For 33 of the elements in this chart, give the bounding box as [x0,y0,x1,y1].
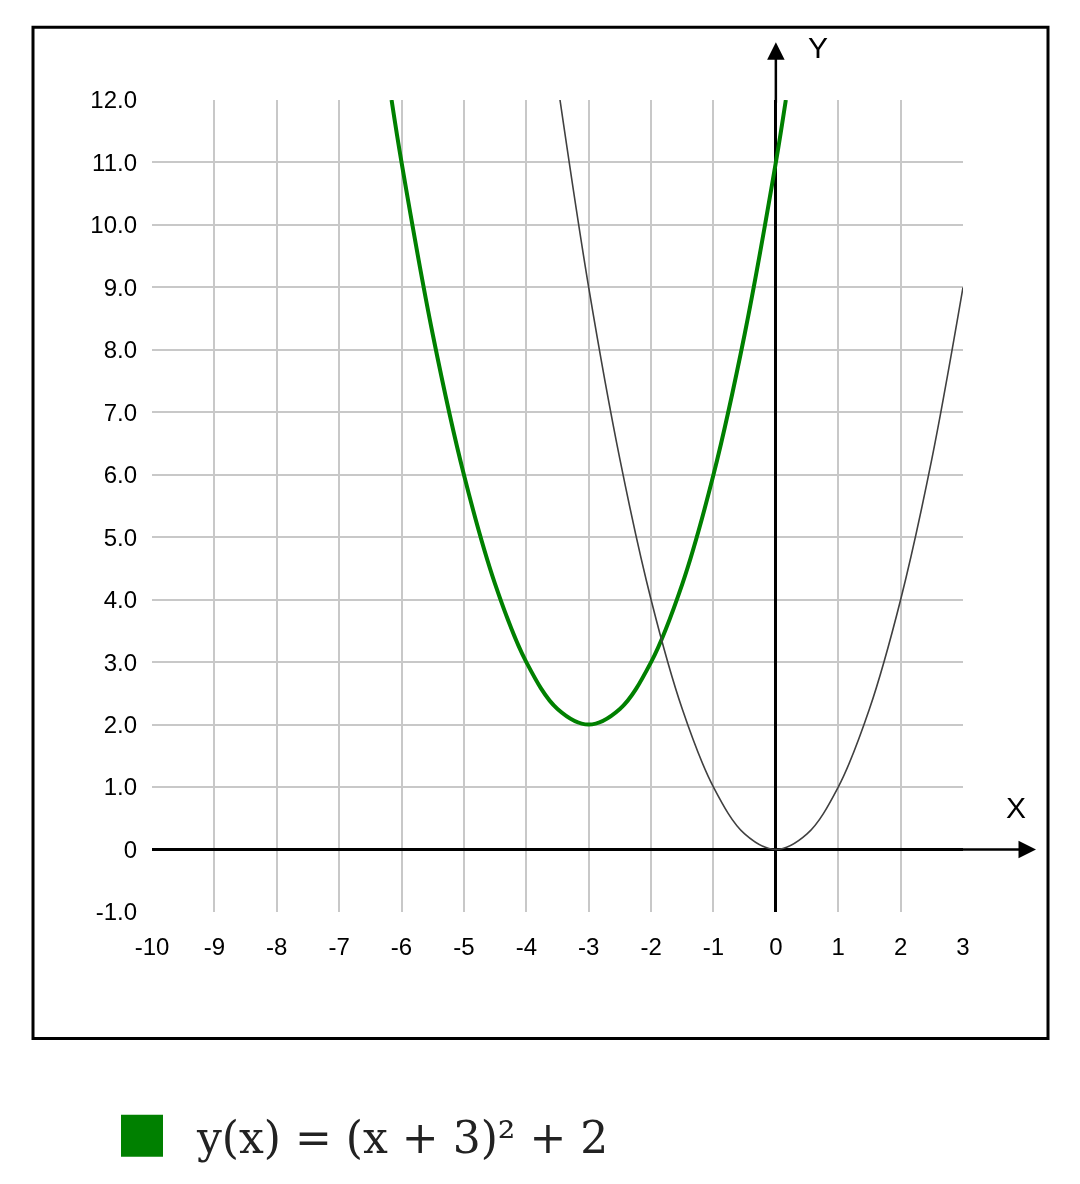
y-tick-label: 9.0 [103,273,137,301]
legend-label: y(x) = (x + 3)² + 2 [196,1111,609,1163]
y-tick-label: 3.0 [103,648,137,676]
y-tick-label: 0 [123,835,137,863]
x-tick-label: 2 [893,933,908,960]
y-axis-title: Y [808,31,829,64]
y-tick-label: 10.0 [90,211,137,239]
x-tick-label: -9 [203,933,226,960]
x-tick-label: 1 [831,933,845,960]
y-tick-label: 6.0 [103,461,137,489]
line-series [389,100,788,727]
x-tick-label: -4 [515,933,537,960]
y-tick-label: 1.0 [103,773,137,801]
x-tick-label: -2 [640,933,662,960]
y-tick-label: 2.0 [103,711,137,739]
x-axis-title: X [1006,791,1027,824]
x-tick-label: 0 [769,933,783,960]
y-tick-label: 4.0 [103,586,137,614]
y-tick-label: 5.0 [103,523,137,551]
x-tick-label: -6 [390,933,413,960]
x-tick-label: -8 [266,933,288,960]
y-tick-label: -1.0 [95,898,137,926]
x-tick-label: -1 [702,933,725,960]
y-tick-label: 7.0 [103,398,137,426]
x-tick-label: 3 [956,933,970,960]
line-series [559,100,963,851]
x-tick-label: -7 [328,933,350,960]
x-tick-label: -3 [578,933,600,960]
x-tick-label: -10 [134,933,170,960]
y-tick-label: 8.0 [103,336,137,364]
y-tick-label: 11.0 [92,148,137,176]
y-tick-label: 12.0 [90,86,137,114]
x-tick-label: -5 [453,933,475,960]
